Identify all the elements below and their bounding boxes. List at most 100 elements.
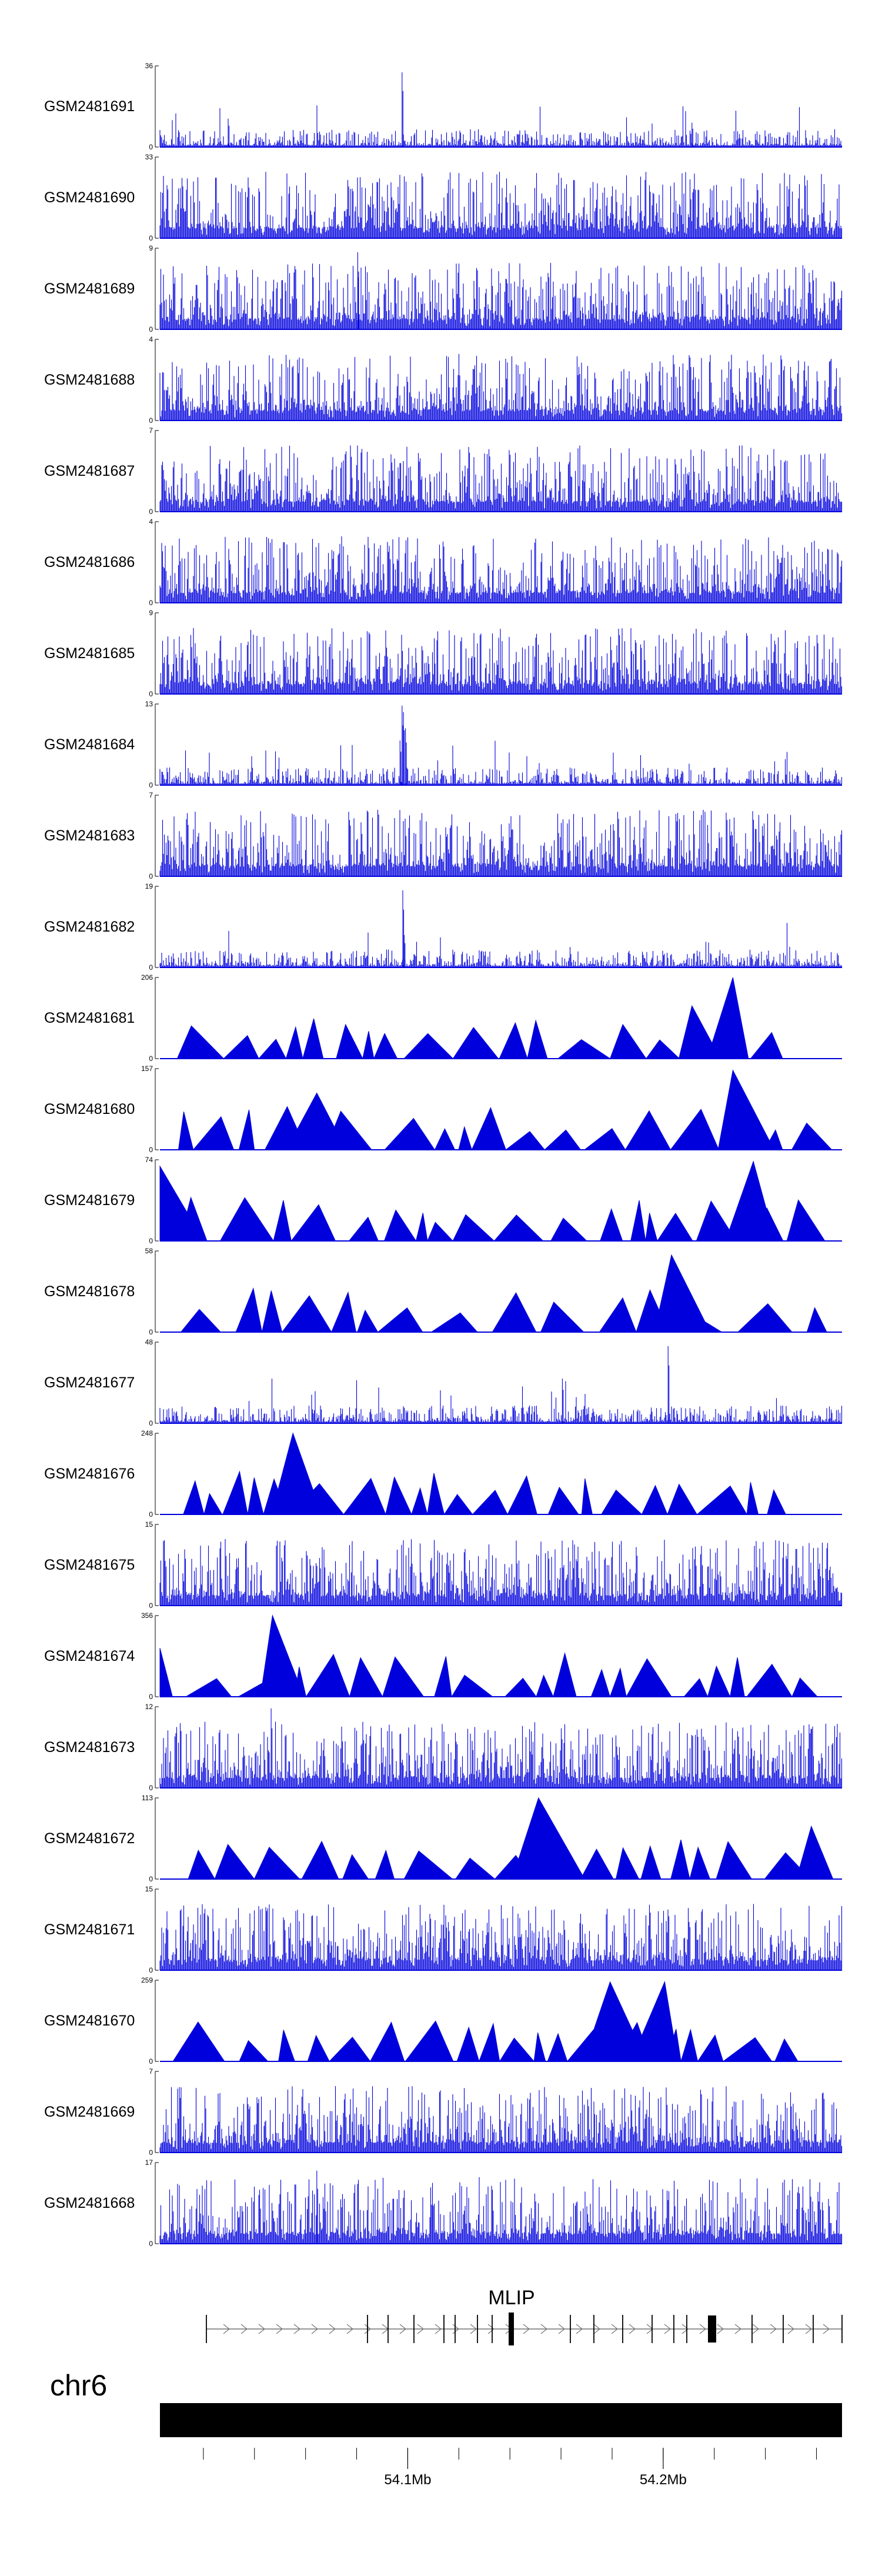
coverage-area <box>183 1432 787 1515</box>
track-2: GSM2481689 9 0 <box>44 244 843 333</box>
track-23: GSM2481668 17 0 <box>44 2158 843 2248</box>
track-label: GSM2481685 <box>44 645 135 662</box>
coordinate-label: 54.2Mb <box>640 2472 687 2488</box>
track-label: GSM2481683 <box>44 827 135 844</box>
ymax-label: 48 <box>145 1338 153 1346</box>
track-22: GSM2481669 7 0 <box>44 2067 843 2157</box>
track-9: GSM2481682 19 0 <box>44 882 843 972</box>
ymin-label: 0 <box>149 1510 153 1519</box>
track-label: GSM2481679 <box>44 1192 135 1209</box>
ymax-label: 17 <box>145 2158 153 2167</box>
track-label: GSM2481677 <box>44 1374 135 1391</box>
coverage-bars <box>159 1539 843 1606</box>
ymax-label: 9 <box>149 609 153 617</box>
ymax-label: 15 <box>145 1885 153 1893</box>
coverage-area <box>176 977 783 1059</box>
ymax-label: 356 <box>141 1611 153 1620</box>
ymax-label: 4 <box>149 518 153 526</box>
track-14: GSM2481677 48 0 <box>44 1338 843 1427</box>
track-label: GSM2481689 <box>44 281 135 297</box>
ymin-label: 0 <box>149 1146 153 1154</box>
track-label: GSM2481682 <box>44 919 135 935</box>
coverage-bars <box>159 890 843 967</box>
coverage-bars <box>159 705 843 785</box>
track-label: GSM2481671 <box>44 1921 135 1938</box>
signal-tracks: GSM2481691360GSM2481690330GSM248168990GS… <box>44 62 843 2248</box>
ymax-label: 157 <box>141 1065 153 1073</box>
track-label: GSM2481674 <box>44 1648 135 1664</box>
track-4: GSM2481687 7 0 <box>44 426 843 516</box>
track-label: GSM2481668 <box>44 2195 135 2211</box>
track-10: GSM2481681 206 0 <box>44 973 842 1063</box>
ymax-label: 248 <box>141 1429 153 1437</box>
track-12: GSM2481679 74 0 <box>44 1156 842 1245</box>
track-13: GSM2481678 58 0 <box>44 1247 842 1336</box>
gene-name: MLIP <box>488 2287 534 2309</box>
coverage-area <box>180 1254 827 1333</box>
track-label: GSM2481686 <box>44 554 135 570</box>
ymin-label: 0 <box>149 872 153 880</box>
ymin-label: 0 <box>149 599 153 607</box>
ymin-label: 0 <box>149 1237 153 1245</box>
coverage-bars <box>159 810 843 876</box>
coverage-bars <box>159 172 843 238</box>
ymax-label: 58 <box>145 1247 153 1255</box>
coverage-bars <box>159 2170 843 2244</box>
track-label: GSM2481670 <box>44 2013 135 2029</box>
track-label: GSM2481680 <box>44 1101 135 1117</box>
track-16: GSM2481675 15 0 <box>44 1520 843 1610</box>
chromosome-label: chr6 <box>50 2369 107 2402</box>
track-label: GSM2481669 <box>44 2104 135 2120</box>
coverage-bars <box>159 72 843 147</box>
ymax-label: 7 <box>149 791 153 799</box>
coverage-area <box>172 1981 799 2062</box>
coverage-bars <box>159 252 843 329</box>
ymin-label: 0 <box>149 2148 153 2157</box>
track-17: GSM2481674 356 0 <box>44 1611 842 1701</box>
strand-arrows <box>223 2324 830 2334</box>
track-6: GSM2481685 9 0 <box>44 609 843 698</box>
track-label: GSM2481691 <box>44 98 135 115</box>
track-label: GSM2481672 <box>44 1830 135 1847</box>
track-1: GSM2481690 33 0 <box>44 153 843 242</box>
track-3: GSM2481688 4 0 <box>44 335 843 425</box>
genome-axis: 54.1Mb 54.2Mb <box>203 2448 817 2488</box>
ymax-label: 7 <box>149 426 153 435</box>
track-8: GSM2481683 7 0 <box>44 791 843 880</box>
track-label: GSM2481684 <box>44 736 135 753</box>
coverage-bars <box>159 353 843 421</box>
coverage-area <box>159 1160 826 1242</box>
track-19: GSM2481672 113 0 <box>44 1794 842 1883</box>
track-18: GSM2481673 12 0 <box>44 1703 843 1792</box>
ymin-label: 0 <box>149 325 153 333</box>
ymin-label: 0 <box>149 2240 153 2248</box>
ymin-label: 0 <box>149 143 153 151</box>
track-7: GSM2481684 13 0 <box>44 700 843 789</box>
track-label: GSM2481676 <box>44 1466 135 1482</box>
track-label: GSM2481687 <box>44 463 135 479</box>
ymax-label: 74 <box>145 1156 153 1164</box>
ymax-label: 33 <box>145 153 153 161</box>
coverage-bars <box>159 536 843 603</box>
coverage-bars <box>159 2086 843 2153</box>
ymin-label: 0 <box>149 1328 153 1336</box>
ymax-label: 12 <box>145 1703 153 1711</box>
track-15: GSM2481676 248 0 <box>44 1429 842 1519</box>
ymin-label: 0 <box>149 1419 153 1427</box>
coding-exon <box>708 2315 716 2343</box>
ymin-label: 0 <box>149 963 153 972</box>
coverage-bars <box>159 445 843 512</box>
coverage-area <box>188 1797 834 1880</box>
ymax-label: 36 <box>145 62 153 70</box>
track-0: GSM2481691 36 0 <box>44 62 843 151</box>
track-20: GSM2481671 15 0 <box>44 1885 843 1974</box>
ymax-label: 19 <box>145 882 153 890</box>
ymin-label: 0 <box>149 2057 153 2066</box>
ymax-label: 259 <box>141 1976 153 1984</box>
ymax-label: 9 <box>149 244 153 252</box>
ymax-label: 4 <box>149 335 153 343</box>
gene-track: MLIP <box>206 2287 843 2345</box>
ymax-label: 7 <box>149 2067 153 2076</box>
ymin-label: 0 <box>149 508 153 516</box>
